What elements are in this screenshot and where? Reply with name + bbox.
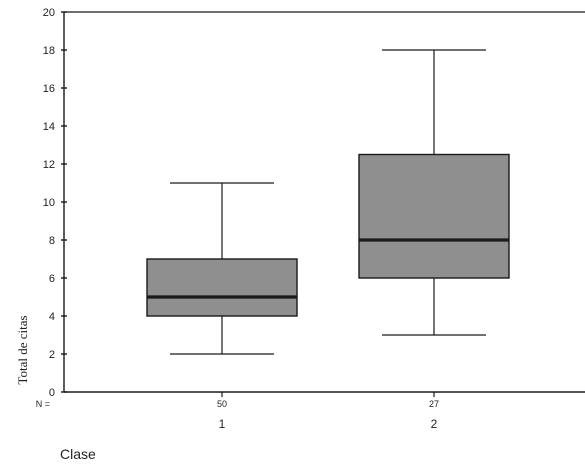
y-tick-label: 10 [43, 197, 55, 209]
y-tick-label: 20 [43, 7, 55, 19]
y-axis-title: Total de citas [15, 315, 30, 384]
box-group-2 [358, 49, 510, 336]
category-label: 1 [219, 417, 226, 431]
y-tick-label: 4 [49, 311, 55, 323]
box-series [146, 49, 510, 355]
box-group-1 [146, 182, 298, 355]
n-count-label: 27 [429, 399, 439, 409]
y-tick-label: 0 [49, 387, 55, 399]
n-prefix-label: N = [36, 399, 50, 409]
x-axis-labels: 50 1 27 2 [217, 392, 439, 431]
box-iqr [358, 153, 510, 279]
y-axis-ticks: 0 2 4 6 8 10 12 14 16 18 20 [43, 7, 67, 399]
y-tick-label: 6 [49, 273, 55, 285]
y-tick-label: 2 [49, 349, 55, 361]
y-tick-label: 18 [43, 45, 55, 57]
y-tick-label: 8 [49, 235, 55, 247]
y-tick-label: 14 [43, 121, 55, 133]
n-count-label: 50 [217, 399, 227, 409]
y-tick-label: 16 [43, 83, 55, 95]
box-iqr [146, 258, 298, 317]
category-label: 2 [431, 417, 438, 431]
x-axis-title: Clase [60, 446, 96, 462]
y-tick-label: 12 [43, 159, 55, 171]
